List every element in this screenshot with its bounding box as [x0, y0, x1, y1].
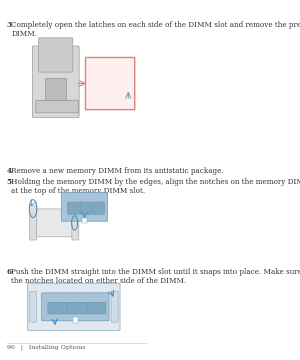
FancyBboxPatch shape [85, 58, 135, 110]
FancyBboxPatch shape [39, 38, 73, 72]
FancyBboxPatch shape [30, 292, 37, 322]
FancyBboxPatch shape [72, 206, 79, 240]
FancyBboxPatch shape [68, 302, 86, 314]
Bar [82, 218, 87, 223]
Text: 6: 6 [7, 267, 12, 275]
FancyBboxPatch shape [28, 283, 120, 330]
FancyBboxPatch shape [107, 78, 116, 91]
FancyBboxPatch shape [61, 192, 107, 221]
Text: Completely open the latches on each side of the DIMM slot and remove the preinst: Completely open the latches on each side… [11, 21, 300, 38]
Bar [45, 78, 66, 103]
Text: Holding the memory DIMM by the edges, align the notches on the memory DIMM with : Holding the memory DIMM by the edges, al… [11, 178, 300, 195]
Bar [73, 317, 78, 323]
Text: Remove a new memory DIMM from its antistatic package.: Remove a new memory DIMM from its antist… [11, 167, 224, 175]
Text: 4: 4 [7, 167, 12, 175]
FancyBboxPatch shape [34, 209, 74, 237]
FancyBboxPatch shape [36, 101, 79, 113]
FancyBboxPatch shape [42, 293, 109, 321]
FancyBboxPatch shape [80, 202, 92, 214]
FancyBboxPatch shape [111, 292, 118, 322]
FancyBboxPatch shape [117, 78, 125, 91]
FancyBboxPatch shape [68, 202, 79, 214]
Text: 96   |   Installing Options: 96 | Installing Options [8, 344, 86, 350]
FancyBboxPatch shape [32, 46, 79, 117]
FancyBboxPatch shape [30, 206, 37, 240]
FancyBboxPatch shape [93, 202, 104, 214]
Text: 3: 3 [7, 21, 12, 29]
FancyBboxPatch shape [48, 302, 67, 314]
FancyBboxPatch shape [98, 78, 106, 91]
Bar [108, 95, 112, 101]
Text: Push the DIMM straight into the DIMM slot until it snaps into place. Make sure t: Push the DIMM straight into the DIMM slo… [11, 267, 300, 285]
FancyBboxPatch shape [87, 302, 106, 314]
Text: 5: 5 [7, 178, 12, 186]
FancyBboxPatch shape [92, 68, 129, 99]
